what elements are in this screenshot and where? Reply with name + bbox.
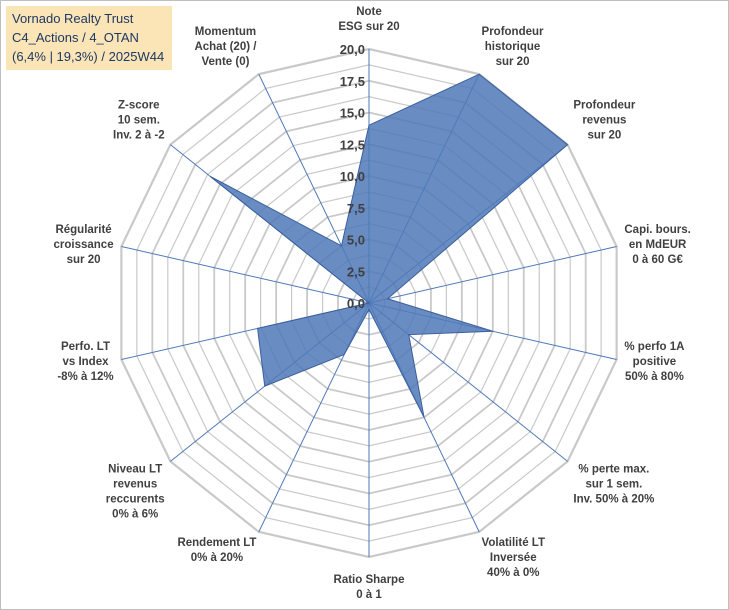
category-label-line: Volatilité LT <box>482 537 545 549</box>
category-label-line: Niveau LT <box>108 464 162 476</box>
category-label-line: Inversée <box>490 552 537 564</box>
category-label-line: revenus <box>582 114 626 126</box>
tick-label: 17,5 <box>340 74 365 89</box>
tick-label: 5,0 <box>347 233 365 248</box>
category-label: Profondeur historique sur 20 <box>482 26 544 68</box>
category-label-line: Z-score <box>118 99 160 111</box>
category-label-line: Inv. 2 à -2 <box>113 129 165 141</box>
category-label-line: Inv. 50% à 20% <box>573 494 654 506</box>
data-area <box>209 73 569 418</box>
category-label-line: 10 sem. <box>118 114 160 126</box>
tick-label: 20,0 <box>340 42 365 57</box>
tick-layer: 0,0 2,5 5,0 7,5 10,0 12,5 15,0 17,5 20,0 <box>340 42 365 311</box>
category-label: Régularité croissance sur 20 <box>54 224 114 266</box>
category-label: Momentum Achat (20) / Vente (0) <box>194 26 257 68</box>
category-label-line: ESG sur 20 <box>338 21 399 33</box>
category-label-line: Profondeur <box>573 99 635 111</box>
category-label-line: % perfo 1A <box>624 341 684 353</box>
category-label-line: sur 1 sem. <box>585 479 642 491</box>
category-label-line: positive <box>633 356 676 368</box>
label-layer: Note ESG sur 20 Profondeur historique sur 20… <box>54 6 691 601</box>
category-label-line: Perfo. LT <box>61 341 110 353</box>
category-label-line: 50% à 80% <box>625 371 684 383</box>
tick-label: 12,5 <box>340 137 365 152</box>
category-label: Profondeur revenus sur 20 <box>573 99 635 141</box>
category-label-line: % perte max. <box>578 464 649 476</box>
category-label-line: Capi. bours. <box>624 224 690 236</box>
category-label: % perte max. sur 1 sem. Inv. 50% à 20% <box>573 464 654 506</box>
category-label-line: en MdEUR <box>629 239 687 251</box>
category-label: Volatilité LT Inversée 40% à 0% <box>482 537 545 579</box>
category-label-line: 0 à 60 G€ <box>632 254 683 266</box>
category-label-line: 0% à 6% <box>112 509 158 521</box>
category-label-line: sur 20 <box>587 129 621 141</box>
category-label-line: Momentum <box>195 26 256 38</box>
tick-label: 15,0 <box>340 106 365 121</box>
tick-label: 2,5 <box>347 264 365 279</box>
company-name: Vornado Realty Trust <box>12 11 134 26</box>
category-label-line: Profondeur <box>482 26 544 38</box>
category-label-line: vs Index <box>62 356 109 368</box>
category-label-line: sur 20 <box>67 254 101 266</box>
category-label-line: 40% à 0% <box>487 567 539 579</box>
tick-label: 0,0 <box>347 296 365 311</box>
portfolio-category: C4_Actions / 4_OTAN <box>12 30 139 45</box>
category-label-line: historique <box>485 41 541 53</box>
tick-label: 7,5 <box>347 201 365 216</box>
axis-spoke <box>368 245 617 304</box>
category-label-line: Achat (20) / <box>194 41 257 53</box>
category-label: Capi. bours. en MdEUR 0 à 60 G€ <box>624 224 690 266</box>
category-label-line: revenus <box>113 479 157 491</box>
category-label-line: Vente (0) <box>201 56 249 68</box>
category-label-line: 0 à 1 <box>356 589 382 601</box>
category-label: Perfo. LT vs Index -8% à 12% <box>57 341 113 383</box>
category-label: Ratio Sharpe 0 à 1 <box>334 574 405 601</box>
category-label-line: Ratio Sharpe <box>334 574 405 586</box>
axis-spoke <box>121 245 370 304</box>
category-label: Rendement LT 0% à 20% <box>177 537 256 564</box>
chart-title-box: Vornado Realty Trust C4_Actions / 4_OTAN… <box>6 6 172 70</box>
category-label: % perfo 1A positive 50% à 80% <box>624 341 684 383</box>
series-layer <box>209 73 569 418</box>
category-label: Z-score 10 sem. Inv. 2 à -2 <box>113 99 165 141</box>
performance-summary: (6,4% | 19,3%) / 2025W44 <box>12 49 165 64</box>
category-label-line: croissance <box>54 239 114 251</box>
category-label: Note ESG sur 20 <box>338 6 399 33</box>
category-label-line: Régularité <box>55 224 111 236</box>
category-label-line: Note <box>356 6 382 18</box>
category-label-line: 0% à 20% <box>191 552 243 564</box>
category-label: Niveau LT revenus reccurents 0% à 6% <box>106 464 165 521</box>
category-label-line: sur 20 <box>496 56 530 68</box>
category-label-line: -8% à 12% <box>57 371 113 383</box>
tick-label: 10,0 <box>340 169 365 184</box>
category-label-line: Rendement LT <box>177 537 256 549</box>
category-label-line: reccurents <box>106 494 165 506</box>
